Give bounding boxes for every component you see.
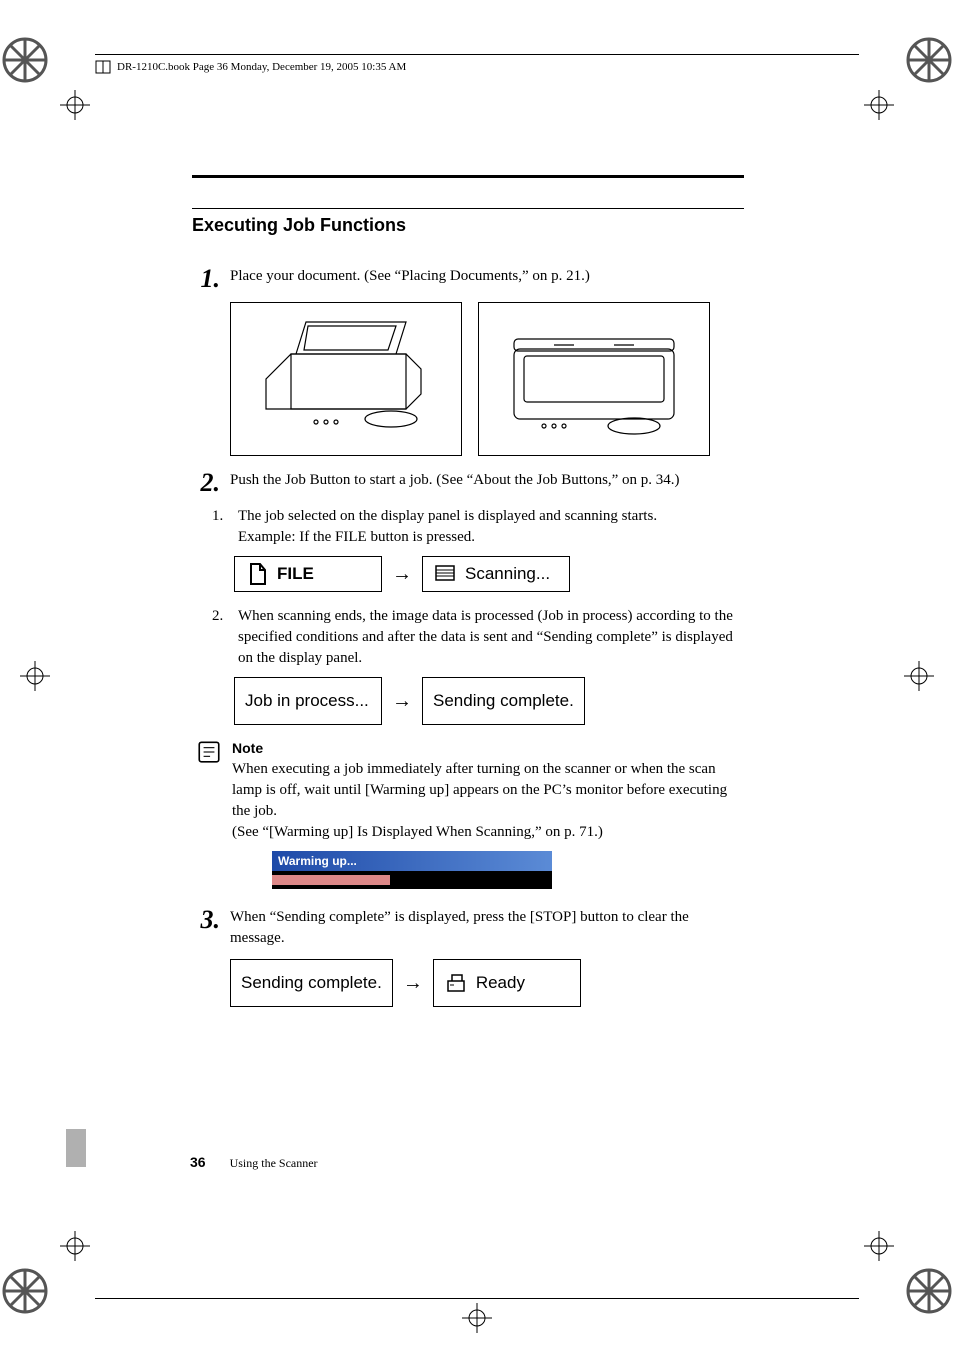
- chapter-name: Using the Scanner: [230, 1156, 318, 1171]
- lcd-text: Ready: [476, 973, 525, 993]
- page-header: DR-1210C.book Page 36 Monday, December 1…: [95, 54, 859, 75]
- registration-mark-icon: [864, 1231, 894, 1261]
- scanner-open-illustration: [230, 302, 462, 456]
- crop-wheel-icon: [899, 1261, 954, 1321]
- ready-icon: [444, 971, 468, 995]
- lcd-ready: Ready: [433, 959, 581, 1007]
- step-text: Push the Job Button to start a job. (See…: [230, 470, 744, 496]
- side-tab: [66, 1129, 86, 1167]
- step-text: When “Sending complete” is displayed, pr…: [230, 907, 744, 949]
- substep-number: 2.: [212, 606, 230, 669]
- page-footer: 36 Using the Scanner: [190, 1154, 318, 1171]
- note-label: Note: [232, 739, 744, 759]
- registration-mark-icon: [60, 90, 90, 120]
- crop-wheel-icon: [0, 1261, 55, 1321]
- lcd-text: FILE: [277, 564, 314, 584]
- progress-bar: [272, 871, 552, 889]
- crop-wheel-icon: [0, 30, 55, 90]
- arrow-icon: →: [392, 563, 412, 586]
- lcd-sending-complete: Sending complete.: [230, 959, 393, 1007]
- arrow-icon: →: [403, 972, 423, 995]
- registration-mark-icon: [904, 661, 934, 691]
- lcd-scanning: Scanning...: [422, 556, 570, 592]
- page-number: 36: [190, 1154, 206, 1170]
- note-text: (See “[Warming up] Is Displayed When Sca…: [232, 822, 744, 843]
- book-icon: [95, 59, 111, 75]
- lcd-text: Sending complete.: [241, 973, 382, 993]
- note-icon: [192, 739, 222, 907]
- crop-wheel-icon: [899, 30, 954, 90]
- horizontal-rule: [95, 1298, 859, 1299]
- lcd-file: FILE: [234, 556, 382, 592]
- lcd-sending-complete: Sending complete.: [422, 677, 585, 725]
- step-number: 1.: [192, 266, 220, 292]
- lcd-text: Job in process...: [245, 691, 369, 711]
- scanning-icon: [433, 562, 457, 586]
- arrow-icon: →: [392, 690, 412, 713]
- step-text: Place your document. (See “Placing Docum…: [230, 266, 744, 292]
- section-title: Executing Job Functions: [192, 215, 744, 236]
- step-number: 2.: [192, 470, 220, 496]
- substep-number: 1.: [212, 506, 230, 548]
- registration-mark-icon: [864, 90, 894, 120]
- substep-text: When scanning ends, the image data is pr…: [238, 606, 744, 669]
- header-text: DR-1210C.book Page 36 Monday, December 1…: [117, 61, 406, 73]
- warming-up-dialog: Warming up...: [272, 851, 552, 890]
- lcd-text: Sending complete.: [433, 691, 574, 711]
- note-text: When executing a job immediately after t…: [232, 759, 744, 822]
- scanner-closed-illustration: [478, 302, 710, 456]
- horizontal-rule: [192, 208, 744, 209]
- file-icon: [245, 562, 269, 586]
- substep-text: The job selected on the display panel is…: [238, 506, 744, 527]
- registration-mark-icon: [20, 661, 50, 691]
- registration-mark-icon: [60, 1231, 90, 1261]
- lcd-job-in-process: Job in process...: [234, 677, 382, 725]
- registration-mark-icon: [462, 1303, 492, 1333]
- horizontal-rule: [192, 175, 744, 178]
- substep-text: Example: If the FILE button is pressed.: [238, 527, 744, 548]
- lcd-text: Scanning...: [465, 564, 550, 584]
- step-number: 3.: [192, 907, 220, 949]
- warming-title: Warming up...: [272, 851, 552, 872]
- progress-fill: [272, 875, 390, 885]
